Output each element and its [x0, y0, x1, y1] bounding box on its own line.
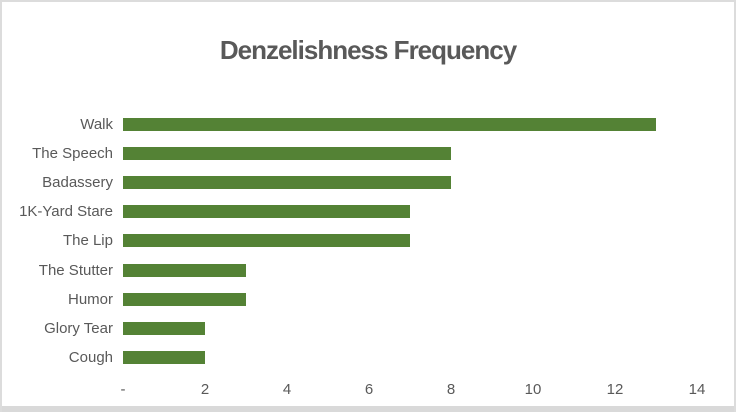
axis-tick-label: 6: [364, 381, 374, 398]
axis-tick-label: 12: [606, 381, 624, 398]
bar: [123, 205, 410, 219]
category-label: Humor: [67, 290, 113, 308]
bar: [123, 176, 451, 190]
bar-row: 1K-Yard Stare: [10, 197, 726, 226]
axis-tick-label: 10: [524, 381, 542, 398]
axis-tick-label: 8: [446, 381, 456, 398]
bar: [123, 292, 246, 306]
bar-track: [123, 321, 697, 335]
axis-tick-label: 14: [688, 381, 706, 398]
axis-tick-label: 2: [200, 381, 210, 398]
category-label: Cough: [68, 348, 113, 366]
x-axis: - 2 4 6 8 10 12 14: [120, 381, 706, 401]
bar: [123, 147, 451, 161]
bar-row: Cough: [10, 343, 726, 372]
bar-row: The Speech: [10, 139, 726, 168]
bar-track: [123, 205, 697, 219]
bar-track: [123, 350, 697, 364]
axis-tick-label: -: [120, 381, 126, 398]
bar-track: [123, 118, 697, 132]
bar: [123, 234, 410, 248]
category-label: The Speech: [32, 145, 113, 163]
bar-track: [123, 234, 697, 248]
bar-track: [123, 176, 697, 190]
bar: [123, 350, 205, 364]
plot-area: Walk The Speech Badassery 1K-Yard Stare The …: [10, 110, 726, 372]
category-label: 1K-Yard Stare: [19, 203, 113, 221]
bar-row: Glory Tear: [10, 314, 726, 343]
chart-title: Denzelishness Frequency: [219, 35, 517, 65]
category-label: The Stutter: [38, 261, 113, 279]
bar: [123, 263, 246, 277]
bottom-edge-band: [2, 406, 734, 412]
bar-row: Humor: [10, 285, 726, 314]
bar: [123, 321, 205, 335]
bar-row: Walk: [10, 110, 726, 139]
category-label: Glory Tear: [44, 319, 113, 337]
bar-row: Badassery: [10, 168, 726, 197]
category-label: Walk: [80, 116, 113, 134]
bar-track: [123, 147, 697, 161]
category-label: The Lip: [62, 232, 113, 250]
bar-track: [123, 263, 697, 277]
bar-row: The Lip: [10, 226, 726, 255]
axis-tick-label: 4: [282, 381, 292, 398]
bar-row: The Stutter: [10, 256, 726, 285]
bar: [123, 118, 656, 132]
category-label: Badassery: [42, 174, 113, 192]
bar-track: [123, 292, 697, 306]
